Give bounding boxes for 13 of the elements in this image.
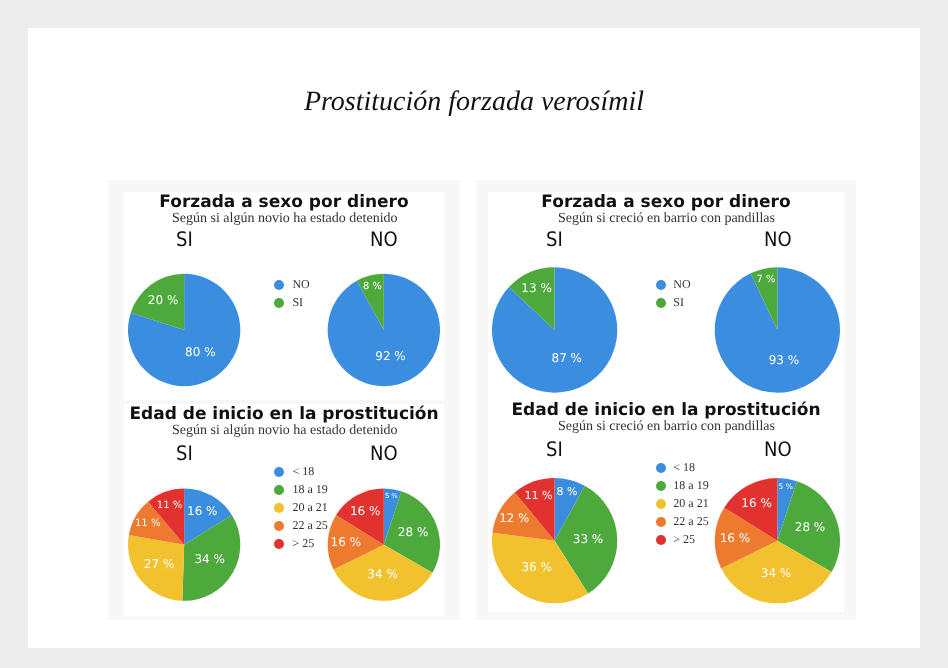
slice-label: SI	[176, 444, 193, 466]
slice-label: NO	[764, 230, 792, 252]
slice-label: NO	[370, 444, 398, 466]
slice-label: SI	[546, 440, 563, 462]
slice-label: SI	[546, 230, 563, 252]
slice-label: SI	[176, 230, 193, 252]
chart-title: Edad de inicio en la prostitución	[511, 401, 821, 422]
chart-title: Forzada a sexo por dinero	[541, 193, 791, 214]
slice-label: NO	[370, 230, 398, 252]
chart-title: Forzada a sexo por dinero	[159, 193, 409, 214]
slice-label: NO	[764, 440, 792, 462]
chart-title: Edad de inicio en la prostitución	[129, 405, 439, 426]
text: Prostitución forzada verosímil	[301, 88, 647, 120]
